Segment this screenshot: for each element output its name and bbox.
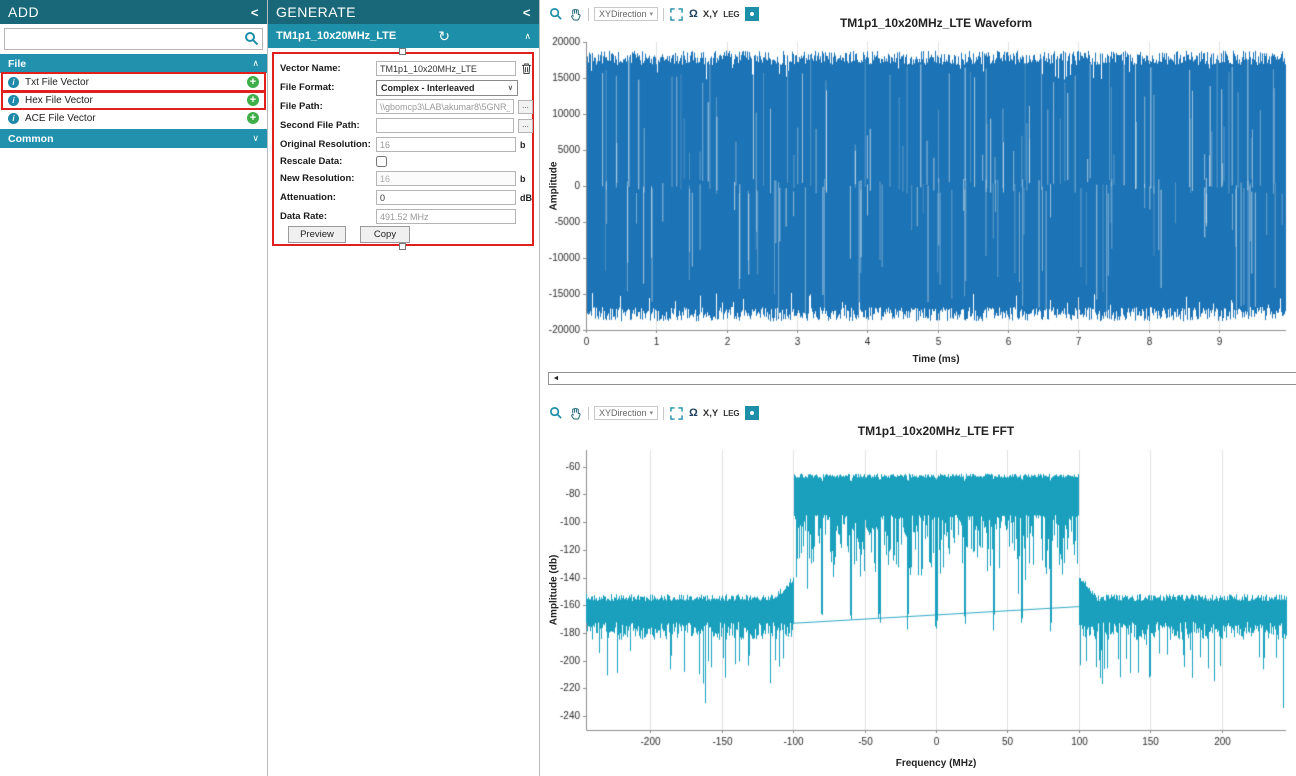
- second-file-path-label: Second File Path:: [280, 120, 360, 131]
- chevron-down-icon: ∨: [508, 84, 513, 92]
- file-path-input[interactable]: [376, 99, 514, 114]
- waveform-plot[interactable]: [540, 32, 1296, 356]
- caret-down-icon: ▾: [650, 409, 654, 417]
- vector-name-label: Vector Name:: [280, 63, 341, 74]
- generate-panel-header: GENERATE <: [268, 0, 539, 24]
- zoom-icon[interactable]: [548, 406, 563, 421]
- attenuation-input[interactable]: [376, 190, 516, 205]
- add-plus-icon[interactable]: +: [247, 112, 259, 124]
- attenuation-label: Attenuation:: [280, 192, 336, 203]
- data-rate-input[interactable]: [376, 209, 516, 224]
- section-common-header[interactable]: Common ∨: [0, 129, 267, 148]
- browse-second-file-button[interactable]: ...: [518, 119, 533, 133]
- add-panel-header: ADD <: [0, 0, 267, 24]
- vector-name-input[interactable]: [376, 61, 516, 76]
- add-panel: ADD < File ∧ i Txt File Vector + i Hex F…: [0, 0, 268, 776]
- vector-header-label: TM1p1_10x20MHz_LTE: [276, 30, 396, 42]
- preview-button[interactable]: Preview: [288, 226, 346, 243]
- list-item-txt-file-vector[interactable]: i Txt File Vector +: [0, 73, 267, 91]
- autoscale-icon[interactable]: Ω: [689, 407, 698, 419]
- xy-direction-dropdown[interactable]: XYDirection ▾: [594, 406, 658, 420]
- zoom-icon[interactable]: [548, 7, 563, 22]
- copy-button[interactable]: Copy: [360, 226, 410, 243]
- fullscreen-icon[interactable]: [669, 406, 684, 421]
- search-icon: [244, 31, 259, 51]
- fft-xlabel: Frequency (MHz): [586, 758, 1286, 769]
- chevron-up-icon: ∧: [524, 31, 531, 42]
- waveform-xlabel: Time (ms): [586, 354, 1286, 365]
- file-format-label: File Format:: [280, 82, 334, 93]
- add-plus-icon[interactable]: +: [247, 76, 259, 88]
- resize-handle: [399, 243, 406, 250]
- original-resolution-unit: b: [520, 140, 526, 150]
- new-resolution-label: New Resolution:: [280, 173, 354, 184]
- collapse-left-icon[interactable]: <: [523, 5, 531, 20]
- legend-toggle[interactable]: LEG: [723, 409, 739, 418]
- section-file-label: File: [8, 58, 26, 70]
- fft-toolbar: XYDirection ▾ Ω X,Y LEG: [548, 404, 759, 422]
- xy-toggle[interactable]: X,Y: [703, 408, 718, 419]
- refresh-icon[interactable]: ↻: [438, 28, 450, 45]
- rescale-data-checkbox[interactable]: [376, 156, 387, 167]
- new-resolution-input[interactable]: [376, 171, 516, 186]
- resize-handle: [399, 48, 406, 55]
- file-format-select[interactable]: Complex - Interleaved ∨: [376, 80, 518, 96]
- original-resolution-label: Original Resolution:: [280, 139, 371, 150]
- second-file-path-input[interactable]: [376, 118, 514, 133]
- section-file-header[interactable]: File ∧: [0, 54, 267, 73]
- vector-form: Vector Name: File Format: Complex - Inte…: [272, 52, 534, 246]
- collapse-left-icon[interactable]: <: [251, 5, 259, 20]
- horizontal-scrollbar[interactable]: ◄ ►: [548, 372, 1296, 385]
- add-panel-title: ADD: [8, 4, 39, 20]
- fft-plot[interactable]: [540, 440, 1296, 756]
- fft-title: TM1p1_10x20MHz_LTE FFT: [586, 424, 1286, 438]
- list-item-ace-file-vector[interactable]: i ACE File Vector +: [0, 109, 267, 127]
- generate-panel-title: GENERATE: [276, 4, 356, 20]
- list-item-hex-file-vector[interactable]: i Hex File Vector +: [0, 91, 267, 109]
- file-path-label: File Path:: [280, 101, 323, 112]
- info-icon[interactable]: i: [8, 113, 19, 124]
- chevron-down-icon: ∨: [252, 133, 259, 144]
- waveform-title: TM1p1_10x20MHz_LTE Waveform: [586, 16, 1286, 30]
- item-label: ACE File Vector: [25, 113, 247, 124]
- add-search-input[interactable]: [4, 28, 263, 50]
- charts-area: XYDirection ▾ Ω X,Y LEG TM1p1_10x20MHz_L…: [540, 0, 1296, 776]
- delete-trash-icon[interactable]: [521, 62, 532, 80]
- attenuation-unit: dB: [520, 193, 532, 203]
- item-label: Txt File Vector: [25, 77, 247, 88]
- file-format-value: Complex - Interleaved: [381, 83, 475, 93]
- chevron-up-icon: ∧: [252, 58, 259, 69]
- browse-file-button[interactable]: ...: [518, 100, 533, 114]
- toolbar-separator: [588, 407, 589, 420]
- section-common-label: Common: [8, 133, 54, 145]
- toolbar-separator: [663, 407, 664, 420]
- original-resolution-input[interactable]: [376, 137, 516, 152]
- pan-hand-icon[interactable]: [568, 406, 583, 421]
- add-plus-icon[interactable]: +: [247, 94, 259, 106]
- rescale-data-label: Rescale Data:: [280, 156, 342, 167]
- generate-panel: GENERATE < TM1p1_10x20MHz_LTE ↻ ∧ Vector…: [268, 0, 540, 776]
- info-icon[interactable]: i: [8, 77, 19, 88]
- dot-icon: [750, 411, 754, 415]
- pan-hand-icon[interactable]: [568, 7, 583, 22]
- xy-direction-label: XYDirection: [599, 408, 647, 418]
- vector-header-bar[interactable]: TM1p1_10x20MHz_LTE ↻ ∧: [268, 24, 539, 48]
- chart-options-button[interactable]: [745, 406, 759, 420]
- scroll-left-icon[interactable]: ◄: [549, 373, 563, 384]
- info-icon[interactable]: i: [8, 95, 19, 106]
- item-label: Hex File Vector: [25, 95, 247, 106]
- new-resolution-unit: b: [520, 174, 526, 184]
- data-rate-label: Data Rate:: [280, 211, 327, 222]
